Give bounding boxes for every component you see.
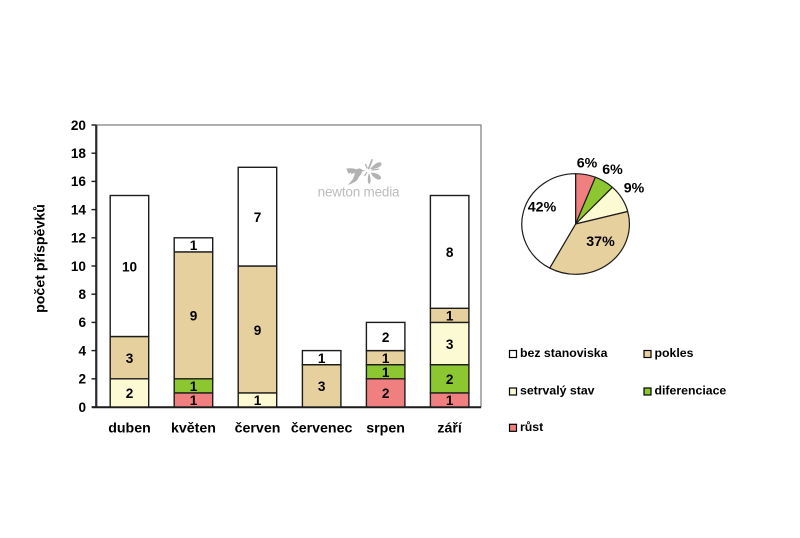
svg-text:1: 1 (446, 309, 454, 324)
svg-text:2: 2 (78, 372, 86, 387)
svg-text:16: 16 (71, 174, 87, 189)
svg-text:1: 1 (190, 379, 198, 394)
svg-text:9: 9 (190, 309, 198, 324)
svg-text:srpen: srpen (366, 421, 405, 437)
svg-text:3: 3 (318, 379, 326, 394)
svg-text:10: 10 (122, 259, 137, 274)
svg-text:1: 1 (382, 365, 390, 380)
svg-text:1: 1 (254, 393, 262, 408)
svg-text:6: 6 (78, 315, 86, 330)
svg-text:12: 12 (71, 231, 87, 246)
svg-text:setrvalý stav: setrvalý stav (520, 384, 595, 398)
svg-text:květen: květen (171, 421, 216, 437)
svg-text:8: 8 (78, 287, 86, 302)
svg-text:duben: duben (108, 421, 151, 437)
svg-text:8: 8 (446, 245, 454, 260)
svg-text:7: 7 (254, 210, 262, 225)
svg-text:2: 2 (382, 330, 390, 345)
svg-text:pokles: pokles (655, 346, 694, 360)
svg-text:3: 3 (446, 337, 454, 352)
svg-text:9: 9 (254, 323, 262, 338)
svg-text:září: září (437, 421, 463, 437)
svg-text:42%: 42% (528, 199, 557, 215)
svg-text:1: 1 (190, 238, 198, 253)
svg-text:18: 18 (71, 146, 87, 161)
svg-text:červen: červen (235, 421, 281, 437)
svg-text:newton media: newton media (318, 185, 400, 200)
svg-text:37%: 37% (586, 234, 615, 250)
svg-text:bez stanoviska: bez stanoviska (520, 346, 608, 360)
svg-text:červenec: červenec (291, 421, 353, 437)
svg-text:14: 14 (71, 202, 87, 217)
svg-text:2: 2 (126, 386, 134, 401)
svg-text:růst: růst (520, 420, 543, 434)
svg-text:diferenciace: diferenciace (655, 384, 727, 398)
svg-text:1: 1 (318, 351, 326, 366)
svg-text:6%: 6% (602, 162, 623, 178)
svg-text:1: 1 (382, 351, 390, 366)
svg-text:2: 2 (382, 386, 390, 401)
svg-text:1: 1 (190, 393, 198, 408)
svg-text:počet příspěvků: počet příspěvků (33, 204, 49, 313)
svg-text:3: 3 (126, 351, 134, 366)
svg-text:20: 20 (71, 118, 86, 133)
svg-text:10: 10 (71, 259, 86, 274)
svg-text:2: 2 (446, 372, 454, 387)
svg-text:4: 4 (78, 343, 86, 358)
svg-text:6%: 6% (577, 156, 598, 172)
svg-text:1: 1 (446, 393, 454, 408)
svg-text:0: 0 (78, 400, 86, 415)
svg-text:9%: 9% (624, 181, 645, 197)
